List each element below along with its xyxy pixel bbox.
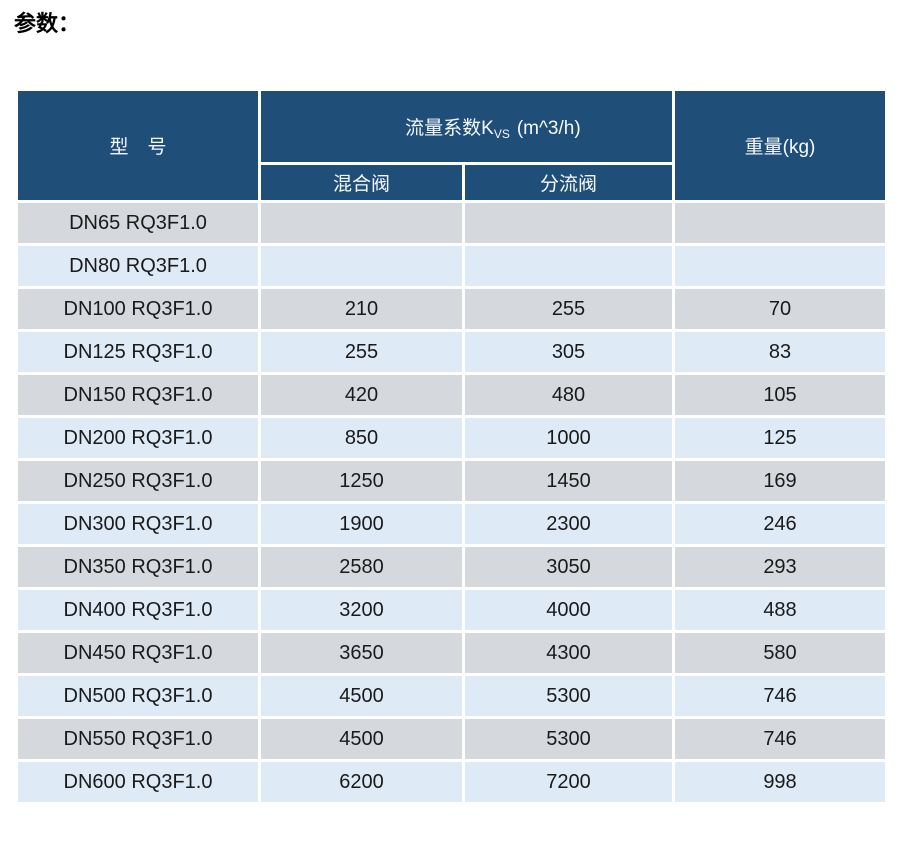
weight-value-cell: 83 (672, 329, 888, 375)
table-row: DN600 RQ3F1.0 6200 7200 998 (15, 759, 888, 805)
weight-value-cell: 293 (672, 544, 888, 590)
table-row: DN450 RQ3F1.0 3650 4300 580 (15, 630, 888, 676)
diverting-value-cell: 255 (462, 286, 675, 332)
model-cell: DN300 RQ3F1.0 (15, 501, 261, 547)
weight-value-cell (672, 200, 888, 246)
table-row: DN250 RQ3F1.0 1250 1450 169 (15, 458, 888, 504)
table-row: DN125 RQ3F1.0 255 305 83 (15, 329, 888, 375)
diverting-value-cell: 3050 (462, 544, 675, 590)
table-row: DN150 RQ3F1.0 420 480 105 (15, 372, 888, 418)
model-cell: DN550 RQ3F1.0 (15, 716, 261, 762)
table-row: DN300 RQ3F1.0 1900 2300 246 (15, 501, 888, 547)
diverting-value-cell: 480 (462, 372, 675, 418)
weight-value-cell: 105 (672, 372, 888, 418)
page-title: 参数： (14, 11, 81, 36)
model-cell: DN80 RQ3F1.0 (15, 243, 261, 289)
weight-value-cell: 246 (672, 501, 888, 547)
weight-value-cell: 169 (672, 458, 888, 504)
mixing-value-cell: 420 (258, 372, 465, 418)
mixing-value-cell: 4500 (258, 673, 465, 719)
table-row: DN200 RQ3F1.0 850 1000 125 (15, 415, 888, 461)
header-diverting-valve: 分流阀 (462, 162, 675, 203)
model-cell: DN600 RQ3F1.0 (15, 759, 261, 805)
header-row-top: 型 号 流量系数KVS (m^3/h) 重量(kg) (15, 88, 888, 203)
diverting-value-cell: 5300 (462, 716, 675, 762)
table-row: DN80 RQ3F1.0 (15, 243, 888, 289)
diverting-value-cell: 4000 (462, 587, 675, 633)
table-header: 型 号 流量系数KVS (m^3/h) 重量(kg) 混合阀 分流阀 (15, 88, 888, 203)
model-cell: DN250 RQ3F1.0 (15, 458, 261, 504)
weight-value-cell: 746 (672, 716, 888, 762)
diverting-value-cell: 7200 (462, 759, 675, 805)
diverting-value-cell: 1000 (462, 415, 675, 461)
mixing-value-cell: 4500 (258, 716, 465, 762)
mixing-value-cell: 850 (258, 415, 465, 461)
model-cell: DN150 RQ3F1.0 (15, 372, 261, 418)
diverting-value-cell (462, 243, 675, 289)
weight-value-cell: 125 (672, 415, 888, 461)
weight-value-cell: 488 (672, 587, 888, 633)
table-row: DN350 RQ3F1.0 2580 3050 293 (15, 544, 888, 590)
mixing-value-cell: 1900 (258, 501, 465, 547)
mixing-value-cell: 3650 (258, 630, 465, 676)
table-row: DN550 RQ3F1.0 4500 5300 746 (15, 716, 888, 762)
model-cell: DN400 RQ3F1.0 (15, 587, 261, 633)
mixing-value-cell: 6200 (258, 759, 465, 805)
model-cell: DN500 RQ3F1.0 (15, 673, 261, 719)
kvs-subscript: VS (493, 127, 510, 141)
weight-value-cell: 746 (672, 673, 888, 719)
mixing-value-cell: 210 (258, 286, 465, 332)
page: 参数： 型 号 流量系数KVS (m^3/h) 重量(kg) 混合阀 分流阀 DN… (0, 9, 900, 805)
weight-value-cell: 70 (672, 286, 888, 332)
model-cell: DN450 RQ3F1.0 (15, 630, 261, 676)
mixing-value-cell: 3200 (258, 587, 465, 633)
table-row: DN65 RQ3F1.0 (15, 200, 888, 246)
parameters-table: 型 号 流量系数KVS (m^3/h) 重量(kg) 混合阀 分流阀 DN65 R… (15, 88, 888, 805)
model-cell: DN125 RQ3F1.0 (15, 329, 261, 375)
table-row: DN400 RQ3F1.0 3200 4000 488 (15, 587, 888, 633)
diverting-value-cell (462, 200, 675, 246)
diverting-value-cell: 2300 (462, 501, 675, 547)
mixing-value-cell: 1250 (258, 458, 465, 504)
kvs-label: 流量系数KVS (m^3/h) (405, 118, 581, 141)
mixing-value-cell (258, 200, 465, 246)
model-cell: DN100 RQ3F1.0 (15, 286, 261, 332)
kvs-prefix: 流量系数K (405, 118, 494, 139)
weight-value-cell: 580 (672, 630, 888, 676)
header-mixing-valve: 混合阀 (258, 162, 465, 203)
table-row: DN100 RQ3F1.0 210 255 70 (15, 286, 888, 332)
mixing-value-cell: 2580 (258, 544, 465, 590)
diverting-value-cell: 305 (462, 329, 675, 375)
weight-value-cell: 998 (672, 759, 888, 805)
diverting-value-cell: 4300 (462, 630, 675, 676)
header-kvs-group: 流量系数KVS (m^3/h) (258, 88, 675, 165)
mixing-value-cell: 255 (258, 329, 465, 375)
diverting-value-cell: 5300 (462, 673, 675, 719)
mixing-value-cell (258, 243, 465, 289)
model-cell: DN200 RQ3F1.0 (15, 415, 261, 461)
header-model: 型 号 (15, 88, 261, 203)
weight-value-cell (672, 243, 888, 289)
kvs-unit: (m^3/h) (516, 118, 581, 139)
model-cell: DN350 RQ3F1.0 (15, 544, 261, 590)
diverting-value-cell: 1450 (462, 458, 675, 504)
model-cell: DN65 RQ3F1.0 (15, 200, 261, 246)
table-body: DN65 RQ3F1.0 DN80 RQ3F1.0 DN100 RQ3F1.0 210… (15, 200, 888, 805)
header-row-sub: 混合阀 分流阀 (17, 162, 887, 203)
header-weight: 重量(kg) (672, 88, 888, 203)
table-row: DN500 RQ3F1.0 4500 5300 746 (15, 673, 888, 719)
